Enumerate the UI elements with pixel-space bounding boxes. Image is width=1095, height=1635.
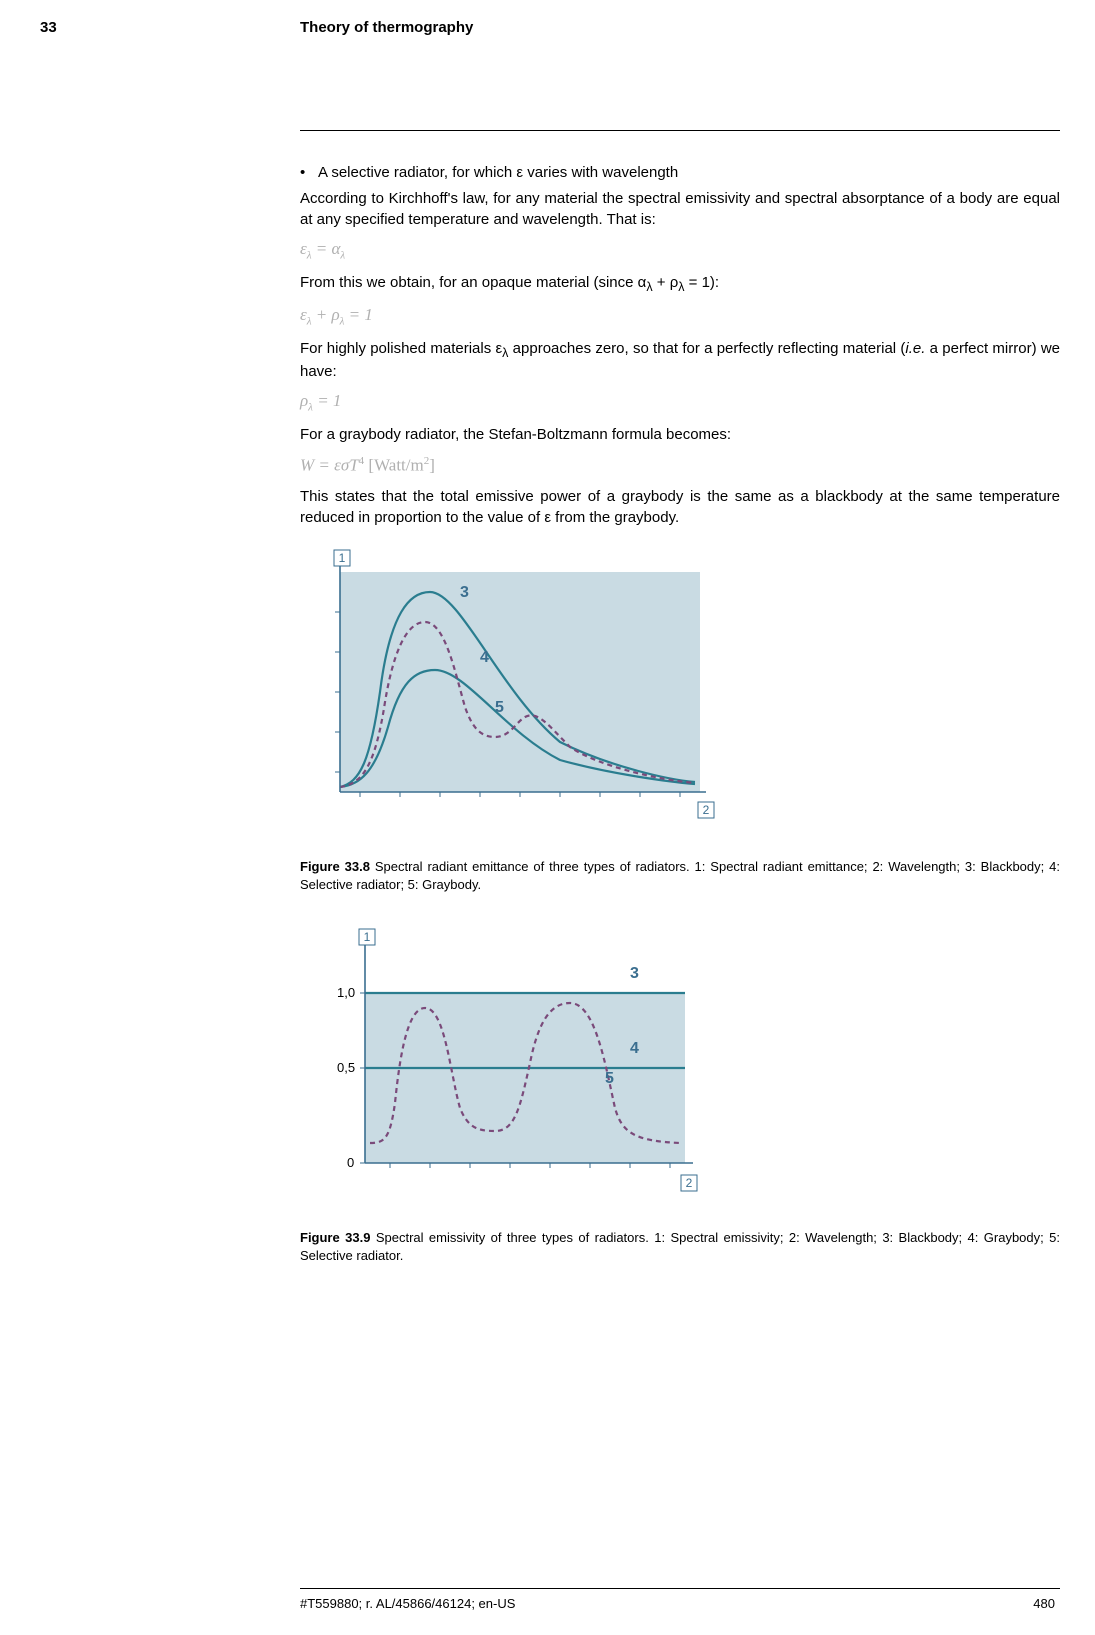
caption-text: Spectral radiant emittance of three type… [300,859,1060,892]
figure-339-svg: 1,0 0,5 0 1 2 3 45 [300,913,730,1213]
chapter-number: 33 [40,18,300,38]
svg-text:4: 4 [480,649,489,666]
bullet-item: • A selective radiator, for which ε vari… [300,163,1060,183]
chapter-title: Theory of thermography [300,18,473,38]
page-header: 33 Theory of thermography [40,18,1055,38]
equation-1: ελ = αλ [300,238,1060,263]
top-rule [300,130,1060,131]
svg-text:1: 1 [339,551,346,565]
svg-text:0: 0 [347,1155,354,1170]
svg-text:2: 2 [703,803,710,817]
paragraph: This states that the total emissive powe… [300,487,1060,528]
svg-text:5: 5 [495,699,504,716]
caption-bold: Figure 33.8 [300,859,370,874]
page-footer: #T559880; r. AL/45866/46124; en-US 480 [300,1595,1055,1613]
figure-338-svg: 1 2 3 4 5 [300,542,720,842]
doc-id: #T559880; r. AL/45866/46124; en-US [300,1595,515,1613]
bullet-dot: • [300,163,318,183]
svg-text:1: 1 [364,930,371,944]
main-content: • A selective radiator, for which ε vari… [300,130,1060,1284]
paragraph: For a graybody radiator, the Stefan-Bolt… [300,425,1060,445]
svg-text:3: 3 [460,584,469,601]
svg-text:0,5: 0,5 [337,1060,355,1075]
bullet-text: A selective radiator, for which ε varies… [318,163,678,183]
svg-text:4: 4 [630,1040,639,1057]
paragraph: For highly polished materials ελ approac… [300,339,1060,382]
paragraph: According to Kirchhoff's law, for any ma… [300,189,1060,230]
page-number: 480 [1033,1595,1055,1613]
figure-339: 1,0 0,5 0 1 2 3 45 [300,913,1060,1219]
svg-text:1,0: 1,0 [337,985,355,1000]
figure-338: 1 2 3 4 5 [300,542,1060,848]
figure-339-caption: Figure 33.9 Spectral emissivity of three… [300,1229,1060,1264]
svg-text:5: 5 [605,1070,614,1087]
svg-text:2: 2 [686,1176,693,1190]
paragraph: From this we obtain, for an opaque mater… [300,273,1060,296]
figure-338-caption: Figure 33.8 Spectral radiant emittance o… [300,858,1060,893]
equation-2: ελ + ρλ = 1 [300,304,1060,329]
footer-rule [300,1588,1060,1589]
caption-text: Spectral emissivity of three types of ra… [300,1230,1060,1263]
caption-bold: Figure 33.9 [300,1230,370,1245]
equation-3: ρλ = 1 [300,390,1060,415]
equation-4: W = εσT4 [Watt/m2] [300,454,1060,478]
svg-text:3: 3 [630,965,639,982]
